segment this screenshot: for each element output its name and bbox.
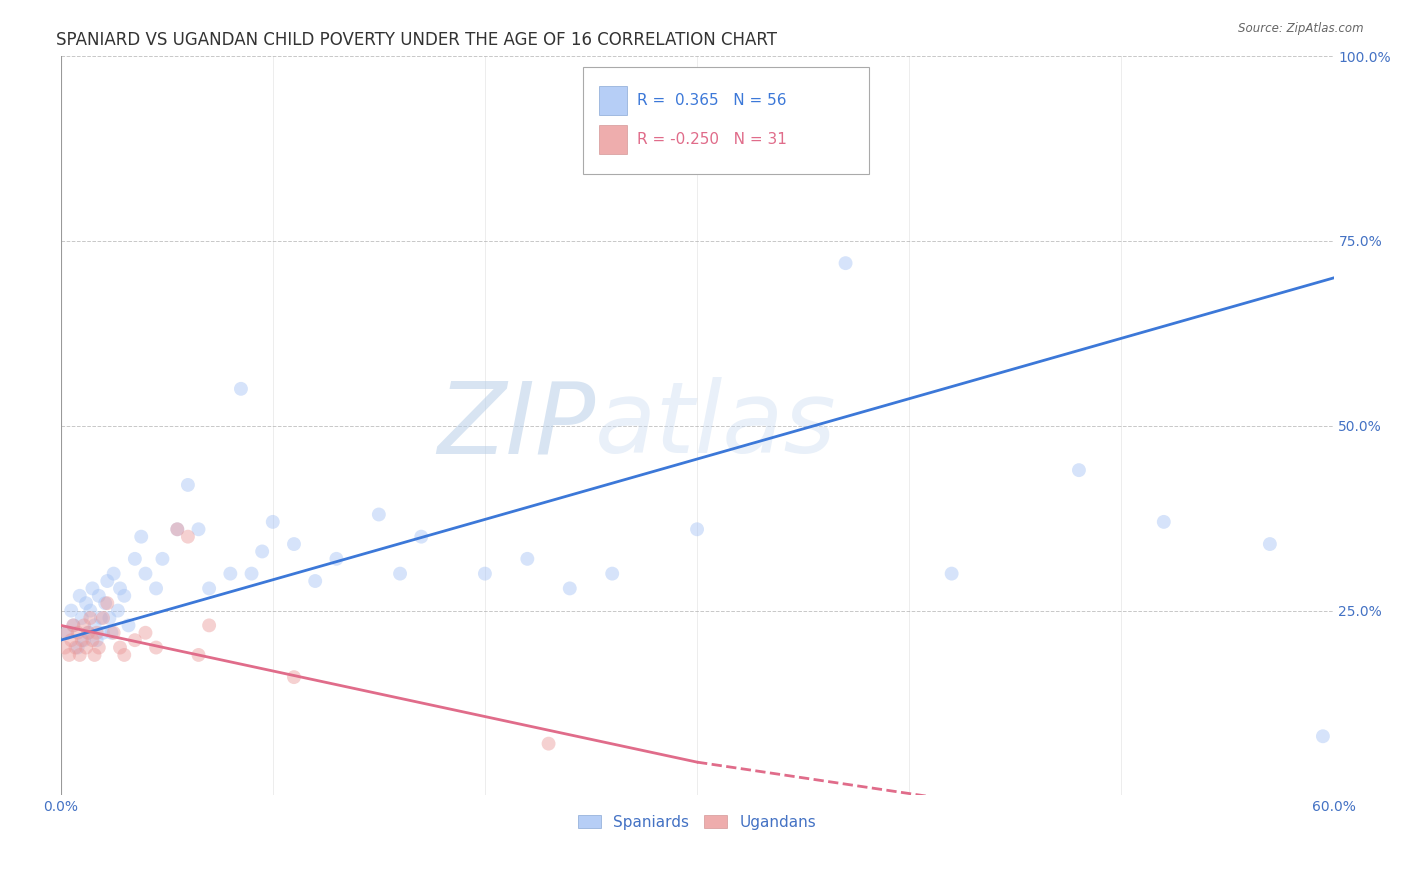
Point — [187, 522, 209, 536]
Point — [834, 256, 856, 270]
Text: Source: ZipAtlas.com: Source: ZipAtlas.com — [1239, 22, 1364, 36]
Point — [198, 582, 221, 596]
Point — [73, 618, 96, 632]
Point — [58, 648, 80, 662]
Point — [69, 648, 91, 662]
Point — [516, 552, 538, 566]
Point — [219, 566, 242, 581]
Point — [112, 589, 135, 603]
Text: SPANIARD VS UGANDAN CHILD POVERTY UNDER THE AGE OF 16 CORRELATION CHART: SPANIARD VS UGANDAN CHILD POVERTY UNDER … — [56, 31, 778, 49]
Point — [82, 582, 104, 596]
Point — [474, 566, 496, 581]
Point — [103, 566, 125, 581]
Point — [103, 625, 125, 640]
Point — [411, 530, 433, 544]
Point — [177, 530, 200, 544]
Point — [90, 611, 112, 625]
Point — [70, 633, 93, 648]
Point — [304, 574, 326, 588]
Point — [96, 574, 118, 588]
Point — [124, 552, 146, 566]
Point — [152, 552, 174, 566]
Point — [79, 611, 101, 625]
Bar — [599, 125, 627, 154]
Point — [94, 596, 117, 610]
Point — [60, 604, 83, 618]
Text: atlas: atlas — [595, 377, 837, 475]
Point — [73, 633, 96, 648]
Point — [56, 625, 79, 640]
Point — [558, 582, 581, 596]
Point — [77, 625, 100, 640]
Point — [91, 611, 114, 625]
Point — [941, 566, 963, 581]
Point — [367, 508, 389, 522]
Point — [240, 566, 263, 581]
Point — [166, 522, 188, 536]
Text: ZIP: ZIP — [437, 377, 595, 475]
Point — [600, 566, 623, 581]
Point — [166, 522, 188, 536]
Point — [250, 544, 273, 558]
Text: R =  0.365   N = 56: R = 0.365 N = 56 — [637, 93, 787, 108]
Point — [262, 515, 284, 529]
Point — [325, 552, 347, 566]
Point — [82, 633, 104, 648]
Point — [62, 618, 84, 632]
Point — [87, 640, 110, 655]
Point — [98, 611, 121, 625]
Point — [66, 625, 89, 640]
Point — [108, 582, 131, 596]
Point — [86, 633, 108, 648]
Point — [134, 625, 156, 640]
Point — [389, 566, 412, 581]
Point — [56, 625, 79, 640]
Point — [87, 589, 110, 603]
Point — [91, 625, 114, 640]
Point — [283, 670, 305, 684]
Point — [145, 582, 167, 596]
Point — [134, 566, 156, 581]
Point — [62, 618, 84, 632]
Point — [86, 625, 108, 640]
Point — [117, 618, 139, 632]
Point — [100, 625, 122, 640]
Point — [65, 640, 87, 655]
Point — [187, 648, 209, 662]
Point — [129, 530, 152, 544]
Point — [686, 522, 709, 536]
Point — [107, 604, 129, 618]
FancyBboxPatch shape — [582, 67, 869, 175]
Point — [112, 648, 135, 662]
Point — [75, 596, 97, 610]
Point — [198, 618, 221, 632]
Bar — [599, 86, 627, 115]
Point — [75, 640, 97, 655]
Point — [79, 604, 101, 618]
Point — [229, 382, 252, 396]
Point — [283, 537, 305, 551]
Point — [145, 640, 167, 655]
Legend: Spaniards, Ugandans: Spaniards, Ugandans — [572, 808, 823, 836]
Point — [1067, 463, 1090, 477]
Point — [83, 648, 105, 662]
Point — [83, 618, 105, 632]
Point — [177, 478, 200, 492]
Point — [1312, 729, 1334, 743]
Point — [77, 625, 100, 640]
Point — [1258, 537, 1281, 551]
Point — [537, 737, 560, 751]
Point — [1153, 515, 1175, 529]
Point — [96, 596, 118, 610]
Point — [124, 633, 146, 648]
Point — [108, 640, 131, 655]
Point — [66, 640, 89, 655]
Text: R = -0.250   N = 31: R = -0.250 N = 31 — [637, 132, 787, 147]
Point — [69, 589, 91, 603]
Point — [53, 640, 76, 655]
Point — [60, 633, 83, 648]
Point — [70, 611, 93, 625]
